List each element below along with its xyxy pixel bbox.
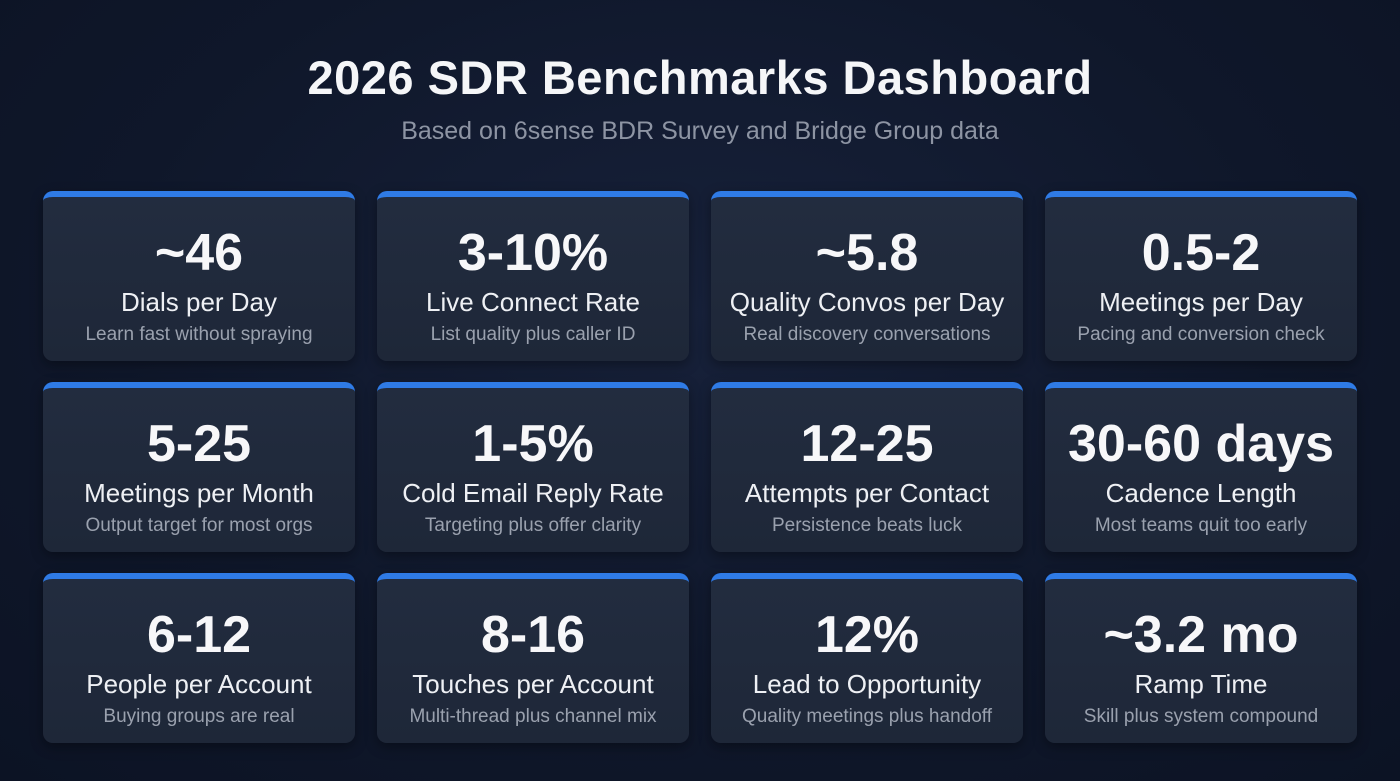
metric-value: ~5.8 (815, 224, 919, 282)
metric-label: Live Connect Rate (426, 287, 640, 317)
metric-value: 3-10% (457, 224, 609, 282)
metric-card: 0.5-2 Meetings per Day Pacing and conversi… (1045, 191, 1357, 361)
metric-card: ~46 Dials per Day Learn fast without spray… (43, 191, 355, 361)
metric-note: List quality plus caller ID (430, 324, 636, 345)
metric-value: 6-12 (146, 606, 252, 664)
metric-note: Pacing and conversion check (1077, 324, 1325, 345)
metric-note: Most teams quit too early (1094, 515, 1308, 536)
metrics-grid: ~46 Dials per Day Learn fast without spray… (43, 191, 1357, 743)
metric-note: Multi-thread plus channel mix (409, 706, 657, 727)
metric-value: 8-16 (480, 606, 586, 664)
metric-label: Cadence Length (1105, 478, 1297, 508)
metric-card: ~5.8 Quality Convos per Day Real discovery… (711, 191, 1023, 361)
metric-value: 30-60 days (1068, 415, 1334, 473)
metric-label: Attempts per Contact (744, 478, 990, 508)
metric-value: 1-5% (472, 415, 594, 473)
metric-note: Skill plus system compound (1083, 706, 1319, 727)
metric-label: Touches per Account (412, 669, 654, 699)
metric-label: Ramp Time (1134, 669, 1268, 699)
metric-note: Buying groups are real (103, 706, 295, 727)
metric-note: Targeting plus offer clarity (424, 515, 642, 536)
metric-value: ~3.2 mo (1103, 606, 1299, 664)
metric-card: ~3.2 mo Ramp Time Skill plus system compou… (1045, 573, 1357, 743)
metric-note: Quality meetings plus handoff (742, 706, 992, 727)
metric-card: 30-60 days Cadence Length Most teams quit … (1045, 382, 1357, 552)
metric-value: ~46 (154, 224, 244, 282)
metric-value: 12-25 (800, 415, 934, 473)
metric-card: 6-12 People per Account Buying groups are … (43, 573, 355, 743)
metric-label: Lead to Opportunity (752, 669, 982, 699)
metric-label: People per Account (86, 669, 312, 699)
page-subtitle: Based on 6sense BDR Survey and Bridge Gr… (401, 117, 999, 145)
metric-card: 3-10% Live Connect Rate List quality plus … (377, 191, 689, 361)
metric-value: 12% (814, 606, 920, 664)
metric-card: 8-16 Touches per Account Multi-thread plus… (377, 573, 689, 743)
metric-card: 12% Lead to Opportunity Quality meetings p… (711, 573, 1023, 743)
metric-card: 5-25 Meetings per Month Output target for … (43, 382, 355, 552)
metric-label: Quality Convos per Day (729, 287, 1005, 317)
metric-value: 0.5-2 (1141, 224, 1261, 282)
metric-label: Meetings per Month (84, 478, 314, 508)
metric-value: 5-25 (146, 415, 252, 473)
metric-card: 1-5% Cold Email Reply Rate Targeting plus … (377, 382, 689, 552)
metric-note: Real discovery conversations (743, 324, 991, 345)
metric-label: Meetings per Day (1099, 287, 1303, 317)
metric-note: Persistence beats luck (771, 515, 963, 536)
metric-label: Cold Email Reply Rate (402, 478, 664, 508)
metric-note: Learn fast without spraying (85, 324, 313, 345)
metric-note: Output target for most orgs (85, 515, 313, 536)
metric-card: 12-25 Attempts per Contact Persistence bea… (711, 382, 1023, 552)
page-title: 2026 SDR Benchmarks Dashboard (307, 51, 1093, 104)
metric-label: Dials per Day (120, 287, 278, 317)
